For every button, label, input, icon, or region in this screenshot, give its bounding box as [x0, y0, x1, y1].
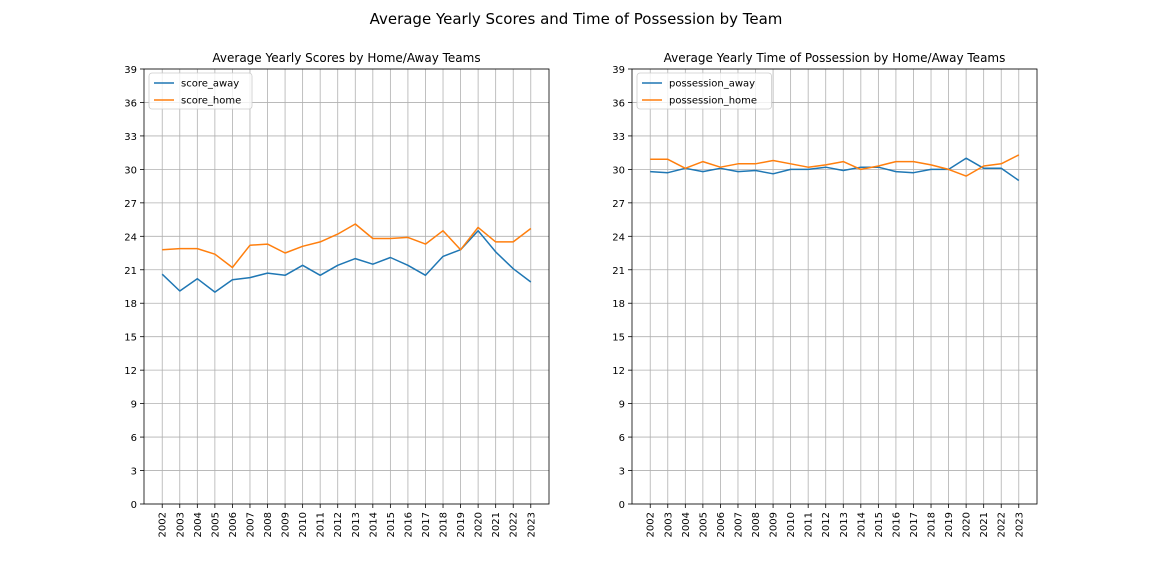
possession-x-tick-label: 2004: [681, 512, 692, 537]
possession-y-tick-label: 39: [612, 65, 625, 76]
possession-y-tick-label: 15: [612, 333, 625, 344]
scores-x-tick-label: 2020: [474, 512, 485, 537]
scores-x-tick-label: 2009: [281, 512, 292, 537]
possession-x-tick-label: 2018: [927, 512, 938, 537]
scores-y-tick-label: 9: [131, 400, 137, 411]
possession-y-tick-label: 3: [619, 467, 625, 478]
possession-y-tick-label: 30: [612, 165, 625, 176]
possession-y-tick-label: 9: [619, 400, 625, 411]
possession-y-tick-label: 6: [619, 433, 625, 444]
scores-y-tick-label: 27: [124, 199, 137, 210]
scores-x-tick-label: 2019: [456, 512, 467, 537]
possession-x-tick-label: 2005: [698, 512, 709, 537]
scores-x-tick-label: 2002: [158, 512, 169, 537]
possession-x-tick-label: 2011: [804, 512, 815, 537]
possession-x-tick-label: 2019: [944, 512, 955, 537]
scores-x-tick-label: 2005: [210, 512, 221, 537]
possession-x-tick-label: 2015: [874, 512, 885, 537]
possession-x-tick-label: 2016: [891, 512, 902, 537]
possession_away-legend-label: possession_away: [669, 79, 755, 90]
scores-y-tick-label: 24: [124, 232, 137, 243]
scores-y-tick-label: 30: [124, 165, 137, 176]
scores-legend-box: [148, 72, 253, 110]
possession-y-tick-label: 27: [612, 199, 625, 210]
scores-y-tick-label: 3: [131, 467, 137, 478]
scores-x-tick-label: 2023: [526, 512, 537, 537]
scores-x-tick-label: 2006: [228, 512, 239, 537]
possession-x-tick-label: 2017: [909, 512, 920, 537]
scores-x-tick-label: 2014: [368, 512, 379, 537]
score_home-line: [162, 223, 532, 269]
scores-x-tick-label: 2012: [333, 512, 344, 537]
figure-title: Average Yearly Scores and Time of Posses…: [370, 10, 783, 28]
scores-y-tick-label: 0: [131, 500, 137, 511]
possession-x-tick-label: 2012: [821, 512, 832, 537]
possession-y-tick-label: 33: [612, 132, 625, 143]
possession-chart: Average Yearly Time of Possession by Hom…: [612, 51, 1038, 537]
possession-x-tick-label: 2007: [733, 512, 744, 537]
scores-x-tick-label: 2016: [403, 512, 414, 537]
possession-y-tick-label: 21: [612, 266, 625, 277]
score_away-line: [161, 229, 532, 293]
scores-y-tick-label: 33: [124, 132, 137, 143]
scores-y-tick-label: 36: [124, 98, 137, 109]
scores-axes-frame: [143, 68, 550, 505]
possession-x-tick-label: 2020: [962, 512, 973, 537]
scores-y-tick-label: 18: [124, 299, 137, 310]
possession-x-tick-label: 2009: [769, 512, 780, 537]
scores-x-tick-label: 2013: [351, 512, 362, 537]
score_away-legend-label: score_away: [181, 79, 239, 90]
scores-y-tick-label: 12: [124, 366, 137, 377]
possession_home-line: [650, 154, 1020, 177]
score_home-legend-label: score_home: [181, 96, 241, 107]
possession-x-tick-label: 2006: [716, 512, 727, 537]
possession-y-tick-label: 12: [612, 366, 625, 377]
possession-x-tick-label: 2023: [1014, 512, 1025, 537]
scores-x-tick-label: 2004: [193, 512, 204, 537]
scores-x-tick-label: 2021: [491, 512, 502, 537]
possession-x-tick-label: 2013: [839, 512, 850, 537]
possession-y-tick-label: 24: [612, 232, 625, 243]
scores-y-tick-label: 39: [124, 65, 137, 76]
scores-y-tick-label: 21: [124, 266, 137, 277]
possession-x-tick-label: 2002: [646, 512, 657, 537]
possession-x-tick-label: 2010: [786, 512, 797, 537]
possession-x-tick-label: 2021: [979, 512, 990, 537]
possession-y-tick-label: 0: [619, 500, 625, 511]
possession_home-legend-label: possession_home: [669, 96, 757, 107]
possession-x-tick-label: 2003: [663, 512, 674, 537]
scores-x-tick-label: 2017: [421, 512, 432, 537]
possession-y-tick-label: 36: [612, 98, 625, 109]
scores-x-tick-label: 2008: [263, 512, 274, 537]
scores-y-tick-label: 15: [124, 333, 137, 344]
possession_away-line: [650, 157, 1020, 182]
possession-x-tick-label: 2022: [997, 512, 1008, 537]
possession-axes-frame: [631, 68, 1038, 505]
scores-chart: Average Yearly Scores by Home/Away Teams…: [124, 51, 550, 537]
scores-x-tick-label: 2015: [386, 512, 397, 537]
possession-y-tick-label: 18: [612, 299, 625, 310]
scores-y-tick-label: 6: [131, 433, 137, 444]
possession-legend-box: [636, 72, 772, 110]
scores-x-tick-label: 2022: [509, 512, 520, 537]
scores-x-tick-label: 2010: [298, 512, 309, 537]
possession-x-tick-label: 2008: [751, 512, 762, 537]
scores-x-tick-label: 2018: [439, 512, 450, 537]
scores-x-tick-label: 2003: [175, 512, 186, 537]
scores-chart-title: Average Yearly Scores by Home/Away Teams: [212, 51, 480, 65]
scores-x-tick-label: 2011: [316, 512, 327, 537]
possession-chart-title: Average Yearly Time of Possession by Hom…: [664, 51, 1006, 65]
possession-x-tick-label: 2014: [856, 512, 867, 537]
scores-x-tick-label: 2007: [245, 512, 256, 537]
